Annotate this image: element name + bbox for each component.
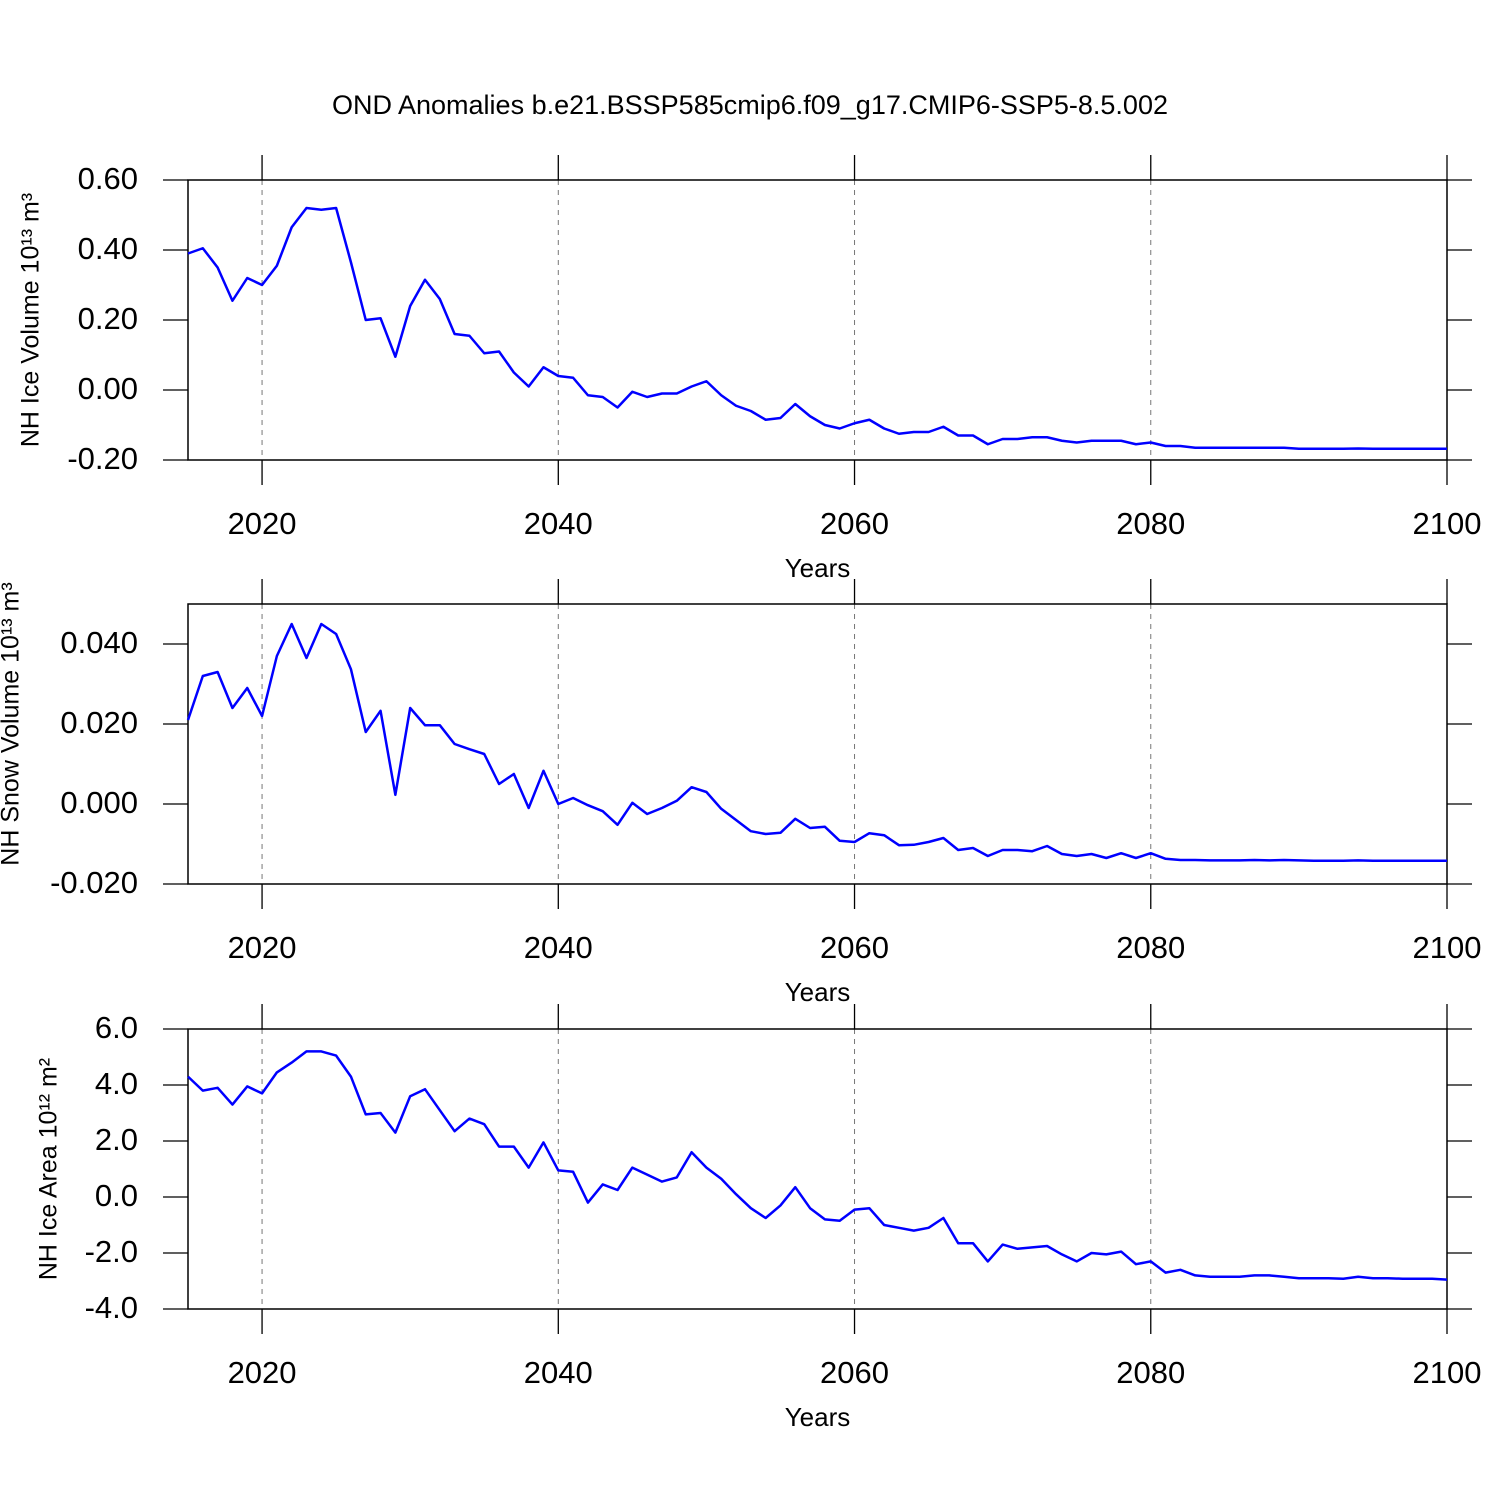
x-axis-label: Years: [785, 977, 851, 1007]
y-tick-label: 0.020: [60, 705, 138, 740]
y-tick-label: 0.000: [60, 785, 138, 820]
y-tick-label: 0.040: [60, 625, 138, 660]
data-line: [187, 206, 1447, 451]
x-tick-label: 2020: [228, 1355, 297, 1390]
x-tick-label: 2020: [228, 930, 297, 965]
y-tick-label: -0.020: [50, 865, 138, 900]
y-tick-label: -2.0: [85, 1234, 138, 1269]
y-tick-label: 2.0: [95, 1122, 138, 1157]
y-tick-label: 0.00: [78, 371, 138, 406]
x-tick-label: 2060: [820, 1355, 889, 1390]
plot-frame: [187, 1028, 1448, 1310]
x-tick-label: 2040: [524, 506, 593, 541]
y-tick-label: 6.0: [95, 1010, 138, 1045]
x-tick-label: 2100: [1413, 1355, 1482, 1390]
x-tick-label: 2020: [228, 506, 297, 541]
x-tick-label: 2060: [820, 506, 889, 541]
y-axis-label: NH Ice Area 10¹² m²: [35, 1058, 63, 1280]
y-tick-label: 0.40: [78, 231, 138, 266]
y-tick-label: -0.20: [67, 441, 138, 476]
x-tick-label: 2060: [820, 930, 889, 965]
x-tick-label: 2100: [1413, 930, 1482, 965]
plot-frame: [187, 603, 1448, 885]
x-tick-label: 2040: [524, 1355, 593, 1390]
y-tick-label: 0.0: [95, 1178, 138, 1213]
plot-frame: [187, 179, 1448, 461]
y-tick-label: 4.0: [95, 1066, 138, 1101]
y-tick-label: -4.0: [85, 1290, 138, 1325]
x-tick-label: 2080: [1116, 930, 1185, 965]
x-axis-label: Years: [785, 1402, 851, 1432]
x-tick-label: 2100: [1413, 506, 1482, 541]
x-axis-label: Years: [785, 553, 851, 583]
x-tick-label: 2080: [1116, 1355, 1185, 1390]
y-axis-label: NH Ice Volume 10¹³ m³: [17, 193, 45, 447]
data-line: [186, 622, 1447, 863]
x-tick-label: 2080: [1116, 506, 1185, 541]
y-axis-label: NH Snow Volume 10¹³ m³: [0, 582, 25, 865]
x-tick-label: 2040: [524, 930, 593, 965]
chart-title: OND Anomalies b.e21.BSSP585cmip6.f09_g17…: [332, 90, 1168, 120]
data-line: [187, 1050, 1448, 1281]
y-tick-label: 0.20: [78, 301, 138, 336]
y-tick-label: 0.60: [78, 161, 138, 196]
